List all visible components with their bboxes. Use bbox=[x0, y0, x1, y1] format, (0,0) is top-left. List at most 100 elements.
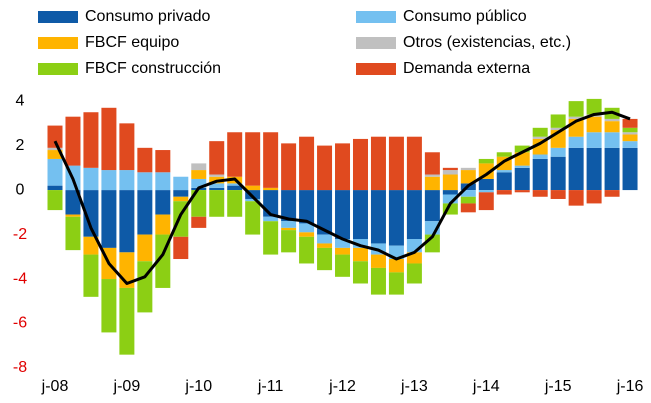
bar-segment bbox=[263, 216, 279, 222]
legend-swatch bbox=[38, 63, 78, 75]
x-tick-label: j-14 bbox=[472, 378, 500, 395]
bar-segment bbox=[460, 167, 476, 171]
bar-segment bbox=[155, 214, 171, 235]
x-tick-label: j-13 bbox=[400, 378, 428, 395]
bar-segment bbox=[514, 145, 530, 153]
bar-segment bbox=[335, 143, 351, 191]
legend-swatch bbox=[356, 11, 396, 23]
bar-segment bbox=[496, 170, 512, 173]
bar-segment bbox=[622, 132, 638, 135]
bar-segment bbox=[442, 170, 458, 175]
bar-segment bbox=[622, 118, 638, 128]
bar-segment bbox=[299, 236, 315, 264]
bar-segment bbox=[137, 190, 153, 235]
bar-segment bbox=[101, 190, 117, 248]
bar-segment bbox=[191, 163, 207, 171]
bar-segment bbox=[424, 176, 440, 191]
bar-segment bbox=[263, 132, 279, 188]
bar-segment bbox=[388, 272, 404, 295]
bar-segment bbox=[65, 216, 81, 251]
y-tick-label: -4 bbox=[13, 270, 27, 287]
bar-segment bbox=[550, 190, 566, 199]
bar-segment bbox=[478, 178, 494, 191]
bar-segment bbox=[568, 190, 584, 206]
legend-swatch bbox=[38, 37, 78, 49]
bar-segment bbox=[65, 116, 81, 166]
legend-label: Demanda externa bbox=[403, 60, 530, 77]
bar-segment bbox=[568, 136, 584, 148]
bar-segment bbox=[335, 190, 351, 240]
bar-segment bbox=[370, 136, 386, 191]
bar-segment bbox=[209, 190, 225, 217]
bar-segment bbox=[442, 203, 458, 215]
bar-segment bbox=[281, 143, 297, 191]
bar-segment bbox=[47, 125, 63, 148]
bar-segment bbox=[352, 239, 368, 248]
bar-segment bbox=[119, 287, 135, 355]
y-tick-label: -8 bbox=[13, 359, 27, 376]
line bbox=[53, 110, 631, 285]
x-tick-label: j-11 bbox=[257, 378, 284, 395]
bar-segment bbox=[263, 221, 279, 255]
bar-segment bbox=[496, 152, 512, 157]
bar-segment bbox=[227, 185, 243, 191]
bar-segment bbox=[550, 114, 566, 128]
bar-segment bbox=[442, 190, 458, 195]
bar-segment bbox=[47, 147, 63, 151]
bar-segment bbox=[173, 176, 189, 191]
bar-segment bbox=[137, 147, 153, 173]
bar-segment bbox=[514, 167, 530, 191]
x-tick-label: j-15 bbox=[544, 378, 572, 395]
bar-segment bbox=[586, 116, 602, 133]
bar-segment bbox=[550, 127, 566, 131]
bar-segment bbox=[532, 158, 548, 191]
bar-segment bbox=[281, 227, 297, 231]
bar-segment bbox=[191, 216, 207, 228]
bar-segment bbox=[586, 132, 602, 148]
bar-segment bbox=[388, 136, 404, 191]
bar-segment bbox=[604, 132, 620, 148]
bar-segment bbox=[47, 158, 63, 186]
bar-segment bbox=[352, 247, 368, 262]
bar-segment bbox=[101, 279, 117, 333]
bar-segment bbox=[586, 98, 602, 115]
bar-segment bbox=[478, 192, 494, 211]
bar-segment bbox=[65, 190, 81, 215]
bar-segment bbox=[604, 118, 620, 122]
bar-segment bbox=[496, 172, 512, 191]
bar-segment bbox=[299, 136, 315, 191]
legend-swatch bbox=[38, 11, 78, 23]
bar-segment bbox=[550, 156, 566, 191]
bar-segment bbox=[388, 259, 404, 273]
bar-segment bbox=[370, 190, 386, 244]
bar-segment bbox=[370, 254, 386, 268]
bar-segment bbox=[460, 203, 476, 213]
bar-segment bbox=[335, 239, 351, 248]
legend-label: FBCF equipo bbox=[85, 34, 179, 51]
bar-segment bbox=[604, 190, 620, 197]
bar-segment bbox=[622, 141, 638, 148]
bar-segment bbox=[83, 112, 99, 168]
x-tick-label: j-09 bbox=[113, 378, 141, 395]
bar-segment bbox=[352, 138, 368, 191]
bar-segment bbox=[119, 190, 135, 253]
bar-segment bbox=[352, 261, 368, 284]
legend-label: Consumo público bbox=[403, 8, 527, 25]
bar-segment bbox=[209, 187, 225, 191]
bar-segment bbox=[478, 190, 494, 193]
bar-segment bbox=[245, 190, 261, 199]
bar-segment bbox=[568, 147, 584, 191]
bar-segment bbox=[299, 223, 315, 233]
bar-segment bbox=[514, 165, 530, 168]
bar-segment bbox=[245, 185, 261, 191]
bar-segment bbox=[514, 190, 530, 193]
bar-segment bbox=[317, 247, 333, 271]
bar-segment bbox=[406, 136, 422, 191]
bar-segment bbox=[245, 198, 261, 202]
legend-swatch bbox=[356, 37, 396, 49]
bar-segment bbox=[532, 154, 548, 159]
bar-segment bbox=[586, 190, 602, 204]
bar-segment bbox=[245, 132, 261, 186]
bar-segment bbox=[209, 174, 225, 177]
